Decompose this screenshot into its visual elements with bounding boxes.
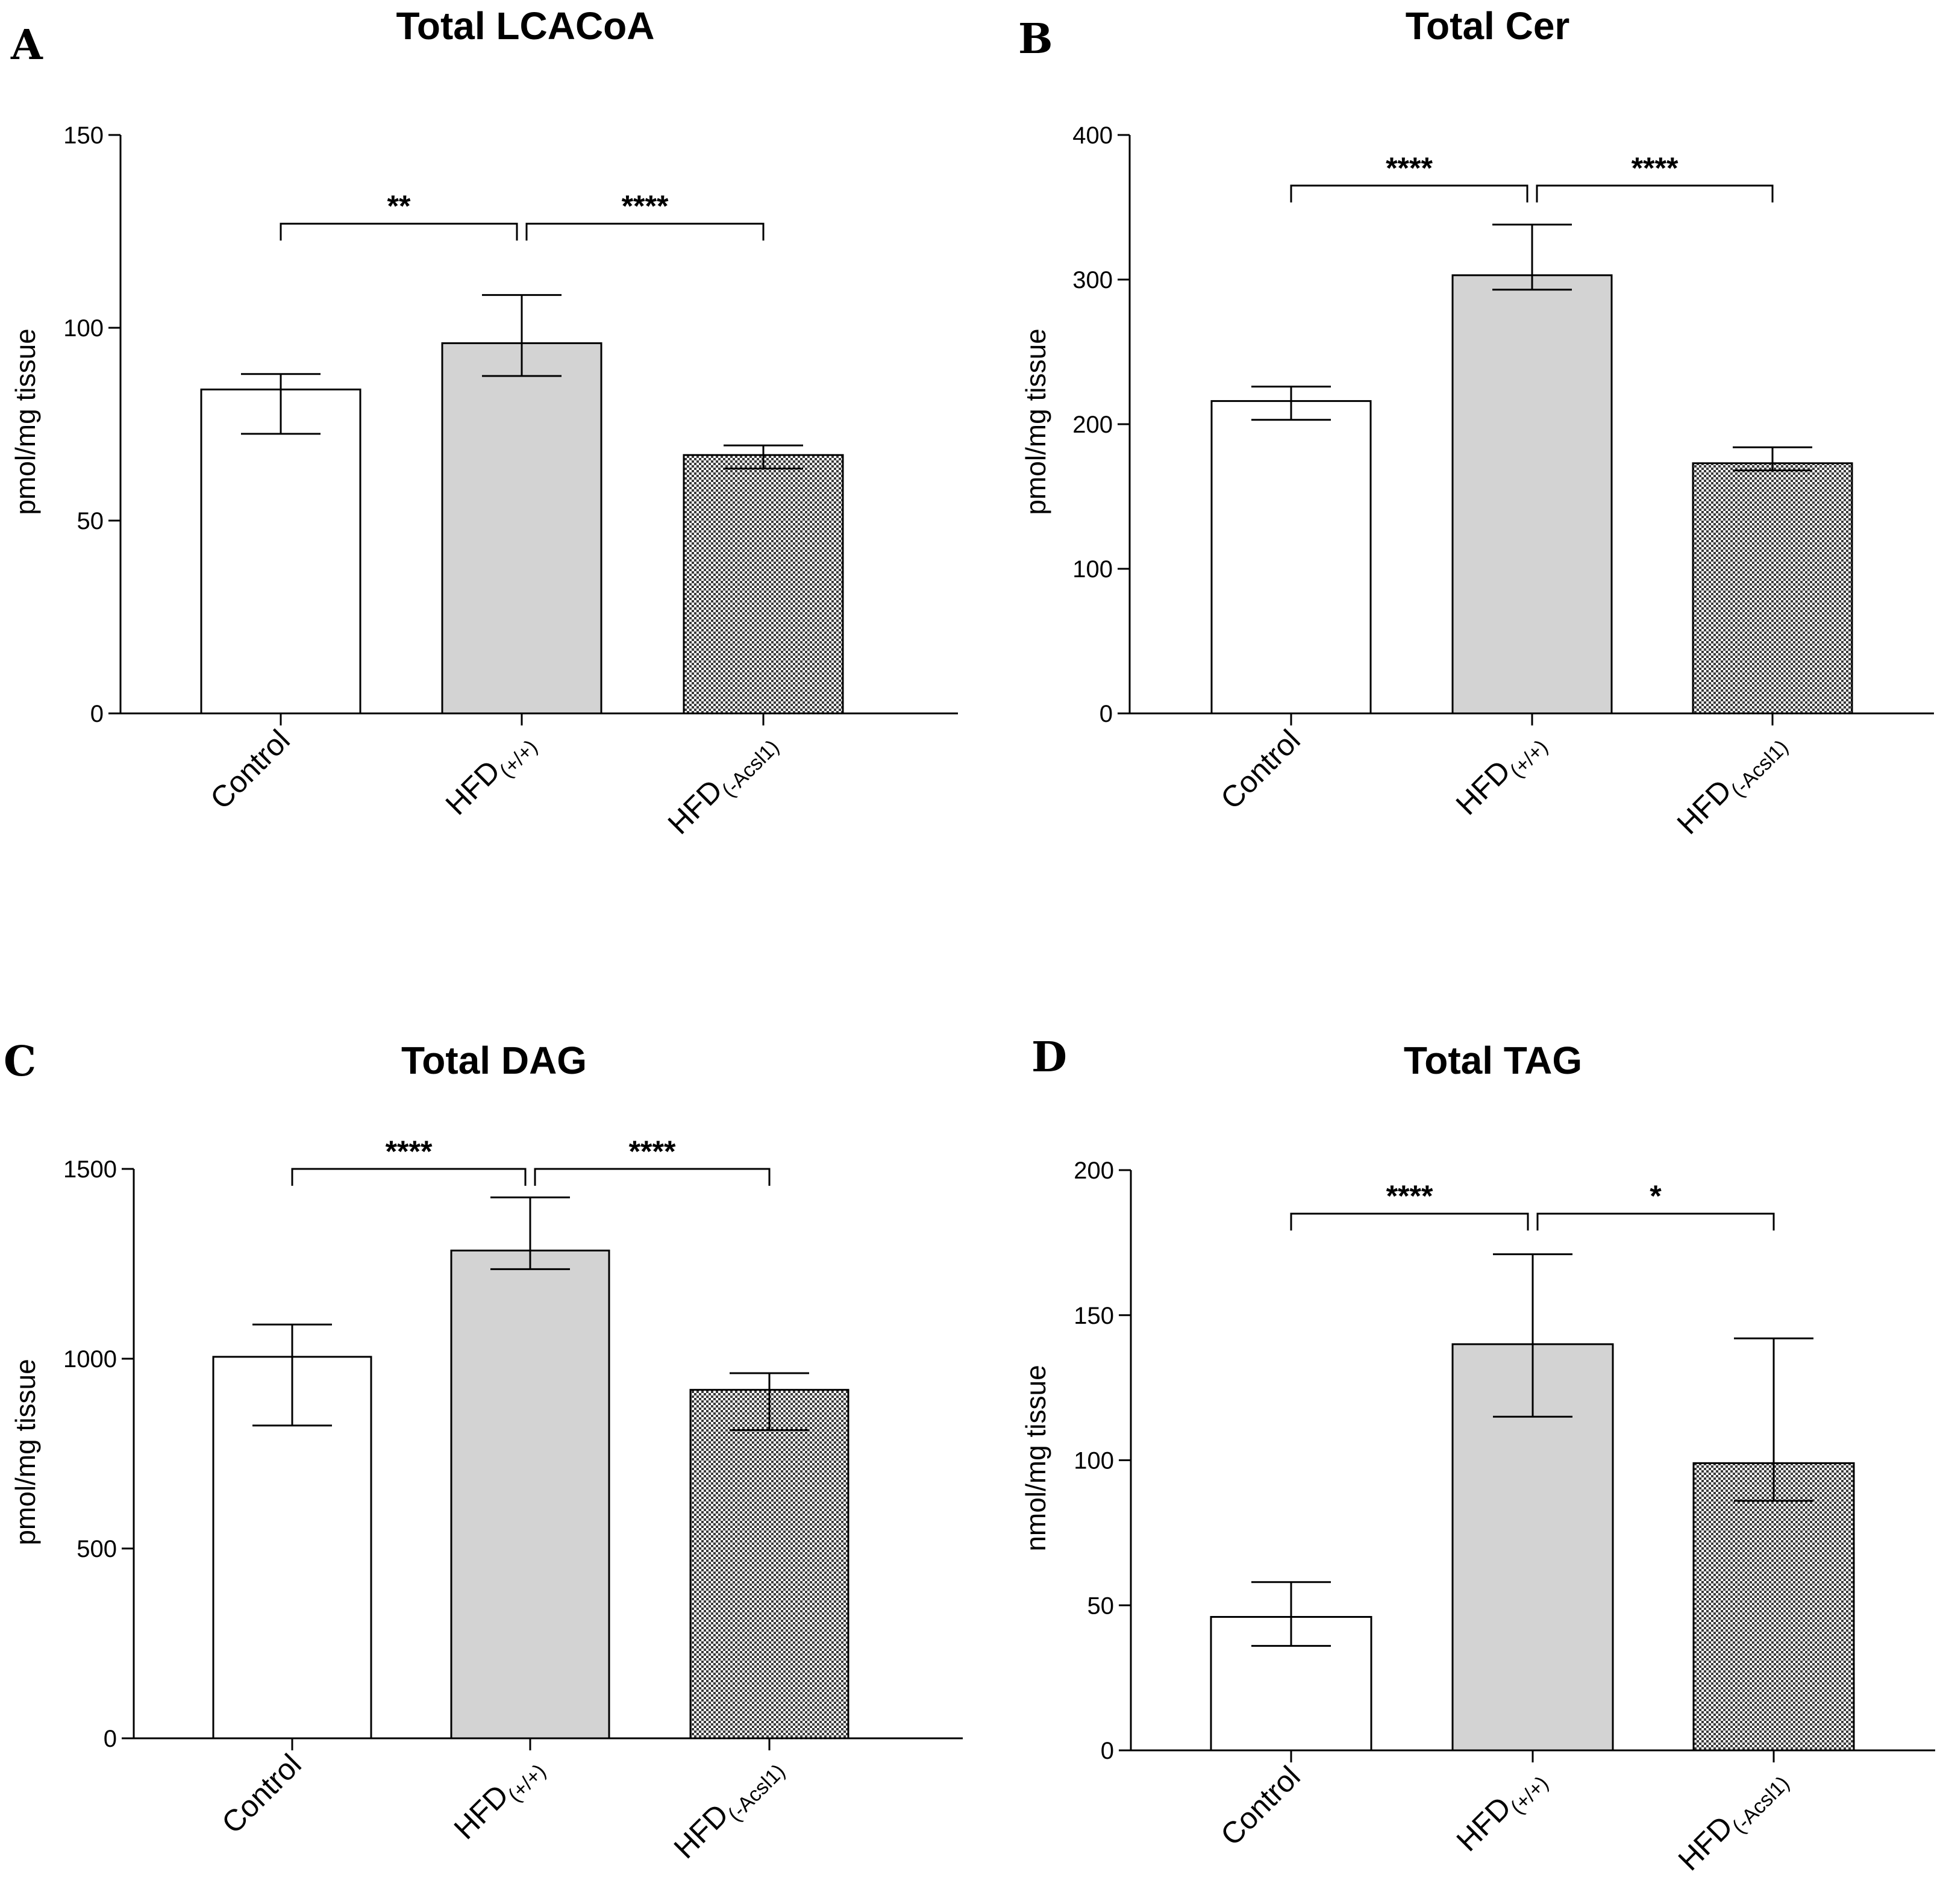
panel-d: D Total TAG 0 50 100 150 200 nmol/mg tissue Co… bbox=[1020, 1033, 1935, 1882]
bar-a-1 bbox=[441, 342, 602, 715]
category-label-b-2: HFD(-Acsl1) bbox=[1671, 723, 1793, 845]
y-tick-label-c-3: 1500 bbox=[63, 1156, 117, 1183]
bar-c-2 bbox=[689, 1389, 849, 1740]
category-label-a-1: HFD(+/+) bbox=[439, 723, 542, 826]
category-label-sub-d-2: (-Acsl1) bbox=[1728, 1772, 1794, 1838]
category-label-c-2: HFD(-Acsl1) bbox=[668, 1747, 790, 1870]
category-label-main-a-1: HFD bbox=[439, 754, 507, 821]
y-tick-label-d-2: 100 bbox=[1074, 1448, 1114, 1474]
significance-label-b-0: **** bbox=[1386, 151, 1433, 185]
significance-bracket-c-1 bbox=[534, 1168, 771, 1186]
category-label-main-d-2: HFD bbox=[1672, 1809, 1739, 1877]
plot-d: 0 50 100 150 200 nmol/mg tissue Control HFD(+/+… bbox=[1020, 1157, 1935, 1882]
bar-b-2 bbox=[1692, 462, 1853, 715]
category-label-main-b-1: HFD bbox=[1450, 754, 1517, 821]
chart-title-b: Total Cer bbox=[1406, 4, 1570, 48]
panel-letter-c: C bbox=[4, 1038, 36, 1086]
y-tick-label-c-2: 1000 bbox=[63, 1346, 117, 1373]
chart-title-a: Total LCACoA bbox=[396, 4, 655, 48]
plot-c: 0 500 1000 1500 pmol/mg tissue Control HFD(+/+… bbox=[10, 1135, 963, 1870]
significance-bracket-d-0 bbox=[1290, 1212, 1529, 1231]
significance-bracket-d-1 bbox=[1536, 1212, 1775, 1231]
category-label-main-c-1: HFD bbox=[448, 1778, 515, 1846]
significance-label-c-1: **** bbox=[629, 1135, 676, 1168]
category-label-b-1: HFD(+/+) bbox=[1450, 723, 1553, 826]
significance-bracket-b-0 bbox=[1290, 184, 1528, 202]
y-tick-label-b-0: 0 bbox=[1100, 701, 1113, 727]
y-axis-label-c: pmol/mg tissue bbox=[10, 1359, 41, 1545]
panel-letter-a: A bbox=[10, 21, 43, 69]
y-tick-label-b-4: 400 bbox=[1072, 122, 1113, 149]
y-tick-label-d-3: 150 bbox=[1074, 1303, 1114, 1329]
panel-letter-b: B bbox=[1018, 15, 1053, 63]
significance-bracket-c-0 bbox=[291, 1168, 527, 1186]
y-tick-label-c-1: 500 bbox=[77, 1536, 117, 1562]
y-axis-label-d: nmol/mg tissue bbox=[1020, 1365, 1051, 1551]
plot-b: 0 100 200 300 400 pmol/mg tissue Control HFD(+/… bbox=[1020, 122, 1934, 845]
category-label-b-0: Control bbox=[1214, 723, 1307, 816]
category-label-a-0: Control bbox=[204, 723, 296, 816]
y-tick-label-d-4: 200 bbox=[1074, 1157, 1114, 1184]
significance-label-a-0: ** bbox=[387, 189, 411, 223]
panel-b: B Total Cer 0 100 200 300 400 pmol/mg tissue C… bbox=[1018, 4, 1934, 845]
significance-label-b-1: **** bbox=[1632, 151, 1679, 185]
category-label-main-d-1: HFD bbox=[1450, 1790, 1518, 1858]
y-tick-label-a-3: 150 bbox=[63, 122, 104, 149]
y-tick-label-b-1: 100 bbox=[1072, 556, 1113, 583]
y-tick-label-b-3: 300 bbox=[1072, 267, 1113, 293]
bar-c-1 bbox=[450, 1249, 610, 1740]
significance-bracket-b-1 bbox=[1536, 184, 1774, 202]
category-label-c-0: Control bbox=[215, 1747, 308, 1840]
y-tick-label-a-0: 0 bbox=[90, 701, 104, 727]
category-label-main-b-2: HFD bbox=[1671, 773, 1738, 841]
category-label-sub-a-2: (-Acsl1) bbox=[718, 736, 784, 802]
category-label-d-1: HFD(+/+) bbox=[1450, 1759, 1553, 1862]
category-label-main-a-2: HFD bbox=[662, 773, 729, 841]
category-label-main-d-0: Control bbox=[1214, 1759, 1307, 1852]
bar-b-0 bbox=[1210, 400, 1372, 715]
panel-c: C Total DAG 0 500 1000 1500 pmol/mg tissue Co… bbox=[4, 1038, 963, 1870]
y-tick-label-b-2: 200 bbox=[1072, 412, 1113, 438]
significance-label-a-1: **** bbox=[622, 189, 669, 223]
significance-bracket-a-0 bbox=[280, 222, 518, 241]
y-tick-label-c-0: 0 bbox=[104, 1726, 117, 1752]
significance-label-d-1: * bbox=[1650, 1179, 1662, 1213]
bar-d-2 bbox=[1692, 1462, 1855, 1752]
y-tick-label-d-1: 50 bbox=[1087, 1592, 1115, 1619]
panel-a: A Total LCACoA 0 50 100 150 pmol/mg tissue Co… bbox=[10, 4, 958, 845]
y-tick-label-a-1: 50 bbox=[77, 508, 104, 534]
chart-title-d: Total TAG bbox=[1404, 1039, 1582, 1082]
category-label-c-1: HFD(+/+) bbox=[448, 1747, 551, 1850]
category-label-main-c-2: HFD bbox=[668, 1797, 735, 1865]
y-axis-label-a: pmol/mg tissue bbox=[10, 328, 41, 515]
y-axis-label-b: pmol/mg tissue bbox=[1020, 328, 1051, 515]
bar-b-1 bbox=[1451, 274, 1613, 715]
category-label-main-a-0: Control bbox=[204, 723, 296, 816]
category-label-d-0: Control bbox=[1214, 1759, 1307, 1852]
category-label-main-b-0: Control bbox=[1214, 723, 1307, 816]
y-tick-label-d-0: 0 bbox=[1101, 1738, 1114, 1764]
panel-letter-d: D bbox=[1031, 1033, 1067, 1082]
bar-a-0 bbox=[200, 388, 361, 715]
bar-a-2 bbox=[683, 454, 844, 715]
category-label-sub-b-2: (-Acsl1) bbox=[1727, 736, 1793, 802]
y-tick-label-a-2: 100 bbox=[63, 315, 104, 342]
category-label-main-c-0: Control bbox=[215, 1747, 308, 1840]
significance-label-c-0: **** bbox=[386, 1135, 433, 1168]
category-label-sub-c-2: (-Acsl1) bbox=[724, 1760, 790, 1826]
chart-title-c: Total DAG bbox=[401, 1039, 587, 1082]
category-label-a-2: HFD(-Acsl1) bbox=[662, 723, 784, 845]
significance-bracket-a-1 bbox=[525, 222, 765, 241]
category-label-d-2: HFD(-Acsl1) bbox=[1672, 1759, 1794, 1882]
significance-label-d-0: **** bbox=[1386, 1179, 1433, 1213]
